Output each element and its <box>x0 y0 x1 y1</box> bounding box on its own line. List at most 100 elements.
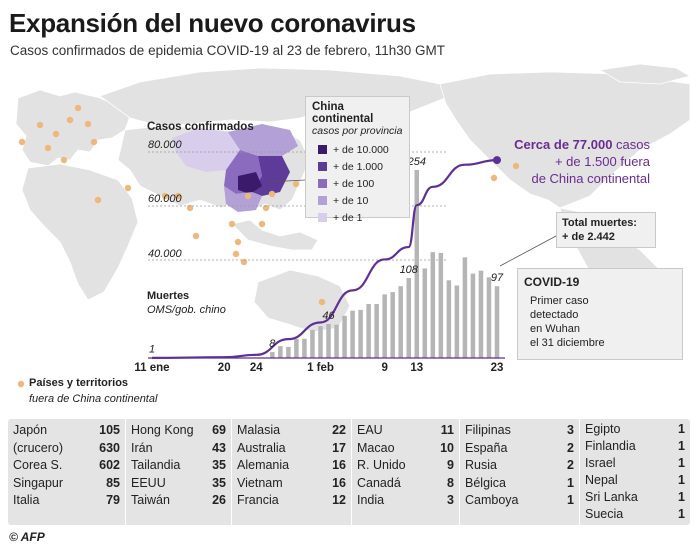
legend-connector <box>267 179 306 183</box>
y-tick-40000: 40.000 <box>148 248 182 260</box>
table-row: Taiwán 26 <box>131 493 226 508</box>
table-column: Hong Kong 69 Irán 43 Tailandia 35 EEUU 35 Ta… <box>126 419 232 525</box>
countries-table: Japón 105 (crucero) 630 Corea S. 602 Singap… <box>8 419 690 525</box>
country-dot <box>258 220 266 228</box>
table-column: EAU 11 Macao 10 R. Unido 9 Canadá 8 India 3 <box>352 419 460 525</box>
china-legend-item: + de 10 <box>312 192 403 209</box>
death-bar <box>382 294 387 358</box>
death-value-label: 46 <box>322 310 335 322</box>
table-row: Irán 43 <box>131 440 226 455</box>
legend-swatch <box>318 145 327 154</box>
total-deaths-box: Total muertes: + de 2.442 <box>556 212 656 248</box>
china-legend-title: China continental <box>312 101 374 125</box>
death-bar <box>478 270 484 358</box>
table-row: EAU 11 <box>357 423 454 437</box>
death-bar <box>350 310 355 358</box>
cases-note-line3: de China continental <box>531 171 650 186</box>
death-bar <box>390 292 395 358</box>
death-bar <box>326 323 331 358</box>
death-value-label: 254 <box>407 156 426 168</box>
table-row: Sri Lanka 1 <box>585 490 685 504</box>
country-dot <box>292 180 300 188</box>
australia-landmass <box>253 269 351 333</box>
legend-dot-icon <box>17 380 25 388</box>
death-bar <box>278 346 283 358</box>
table-row: Bélgica 1 <box>465 475 574 490</box>
legend-label: + de 10 <box>333 194 369 207</box>
country-dot <box>232 250 240 258</box>
death-value-label: 1 <box>149 343 155 355</box>
map-legend-title: Países y territorios <box>29 377 129 389</box>
table-row: Finlandia 1 <box>585 439 685 453</box>
table-column: Japón 105 (crucero) 630 Corea S. 602 Singap… <box>8 419 126 525</box>
x-tick-label: 11 ene <box>134 362 169 374</box>
death-bar <box>438 252 444 358</box>
europe-landmass <box>15 89 131 167</box>
china-province-south <box>224 186 262 212</box>
country-dot <box>228 220 236 228</box>
table-row: (crucero) 630 <box>13 440 120 455</box>
page-title: Expansión del nuevo coronavirus <box>9 8 416 38</box>
covid-box-line: en Wuhan <box>530 323 580 335</box>
table-row: EEUU 35 <box>131 475 226 490</box>
cases-note-line2: + de 1.500 fuera <box>554 154 650 169</box>
x-tick-label: 24 <box>250 362 263 374</box>
x-tick-label: 20 <box>218 362 231 374</box>
legend-swatch <box>318 179 327 188</box>
table-row: Egipto 1 <box>585 422 685 436</box>
country-dot <box>90 138 98 146</box>
map-legend-subtitle: fuera de China continental <box>29 393 158 405</box>
country-dot <box>490 174 498 182</box>
death-bar <box>446 280 452 358</box>
africa-landmass <box>21 163 139 301</box>
deaths-axis-label: Muertes <box>147 290 190 302</box>
death-bar <box>310 329 315 358</box>
death-bar <box>366 303 371 358</box>
country-dot <box>318 298 326 306</box>
cases-axis-label: Casos confirmados <box>147 121 254 133</box>
legend-swatch <box>318 196 327 205</box>
table-row: Japón 105 <box>13 423 120 437</box>
chart-x-ticks: 11 ene 20 24 1 feb 9 13 23 <box>134 362 503 374</box>
legend-swatch <box>318 162 327 171</box>
x-tick-label: 1 feb <box>307 362 334 374</box>
death-bar <box>486 277 492 358</box>
table-row: Nepal 1 <box>585 473 685 487</box>
table-row: Singapur 85 <box>13 475 120 490</box>
country-dot <box>161 192 169 200</box>
covid-info-box: COVID-19 Primer caso detectado en Wuhan … <box>517 268 683 360</box>
country-dot <box>66 116 74 124</box>
x-tick-label: 23 <box>491 362 504 374</box>
country-dot <box>60 156 68 164</box>
country-dot <box>52 130 60 138</box>
cases-note: Cerca de 77.000 casos + de 1.500 fuera d… <box>510 136 650 187</box>
death-value-label: 108 <box>400 264 419 276</box>
total-deaths-label: Total muertes: <box>562 217 637 229</box>
x-tick-label: 9 <box>381 362 387 374</box>
death-bar <box>398 286 403 358</box>
country-dot <box>94 196 102 204</box>
legend-swatch <box>318 213 327 222</box>
cases-note-line1: Cerca de 77.000 casos <box>510 136 650 153</box>
cases-note-bold: Cerca de 77.000 <box>514 137 613 152</box>
country-dot <box>186 204 194 212</box>
table-row: India 3 <box>357 493 454 508</box>
table-row: Francia 12 <box>237 493 346 508</box>
table-row: Italia 79 <box>13 493 120 508</box>
china-legend-item: + de 100 <box>312 175 403 192</box>
afp-credit: © AFP <box>9 530 45 544</box>
table-column: Malasia 22 Australia 17 Alemania 16 Vietnam… <box>232 419 352 525</box>
death-bar <box>406 278 411 358</box>
china-province-hubei <box>238 172 262 194</box>
china-province-west <box>172 128 240 172</box>
death-bar <box>294 338 299 358</box>
country-dot <box>244 192 252 200</box>
legend-label: + de 100 <box>333 177 375 190</box>
legend-label: + de 10.000 <box>333 143 389 156</box>
table-row: R. Unido 9 <box>357 458 454 473</box>
table-row: Vietnam 16 <box>237 475 346 490</box>
death-bar <box>286 346 291 358</box>
country-dot <box>192 232 200 240</box>
death-bar <box>374 303 379 358</box>
death-bar <box>462 257 468 358</box>
